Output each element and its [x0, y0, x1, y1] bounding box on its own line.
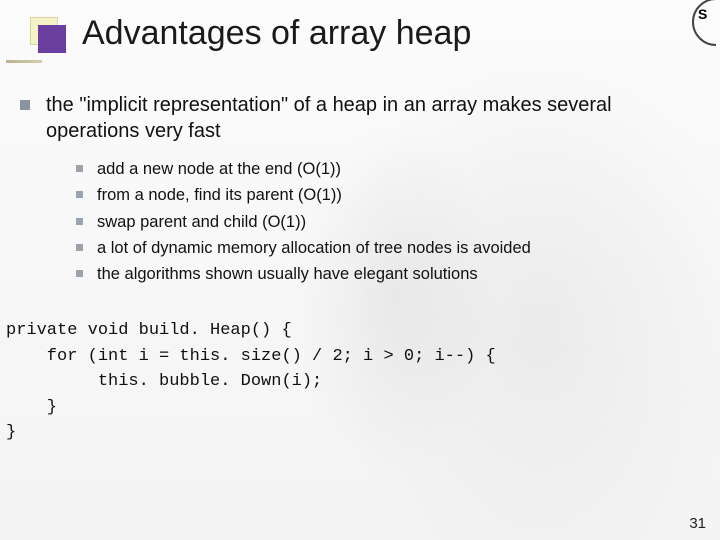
corner-logo: S: [684, 6, 720, 42]
bullet-lvl2: the algorithms shown usually have elegan…: [76, 263, 700, 285]
bullet-square-icon: [76, 244, 83, 251]
code-block: private void build. Heap() { for (int i …: [6, 318, 710, 446]
code-line: this. bubble. Down(i);: [6, 372, 322, 391]
bullet-lvl2: add a new node at the end (O(1)): [76, 158, 700, 180]
bullet-lvl2-text: a lot of dynamic memory allocation of tr…: [97, 237, 531, 259]
page-number: 31: [689, 515, 706, 532]
code-line: }: [6, 423, 16, 442]
bullet-lvl2-text: the algorithms shown usually have elegan…: [97, 263, 478, 285]
bullet-lvl2: a lot of dynamic memory allocation of tr…: [76, 237, 700, 259]
logo-letter: S: [698, 6, 707, 22]
bullet-square-icon: [76, 165, 83, 172]
bullet-lvl2: swap parent and child (O(1)): [76, 211, 700, 233]
bullet-square-icon: [76, 191, 83, 198]
bullet-square-icon: [20, 100, 30, 110]
slide-title: Advantages of array heap: [82, 14, 471, 53]
bullet-square-icon: [76, 218, 83, 225]
bullet-square-icon: [76, 270, 83, 277]
title-accent-icon: [30, 17, 64, 51]
code-line: private void build. Heap() {: [6, 321, 292, 340]
title-rule-shadow: [6, 60, 42, 61]
bullet-lvl2-text: from a node, find its parent (O(1)): [97, 184, 342, 206]
slide-body: the "implicit representation" of a heap …: [20, 92, 700, 289]
sub-bullet-list: add a new node at the end (O(1)) from a …: [76, 158, 700, 285]
bullet-lvl1: the "implicit representation" of a heap …: [20, 92, 700, 144]
bullet-lvl2-text: add a new node at the end (O(1)): [97, 158, 341, 180]
bullet-lvl2: from a node, find its parent (O(1)): [76, 184, 700, 206]
code-line: }: [6, 398, 57, 417]
slide-title-block: Advantages of array heap: [30, 14, 471, 53]
code-line: for (int i = this. size() / 2; i > 0; i-…: [6, 347, 496, 366]
bullet-lvl2-text: swap parent and child (O(1)): [97, 211, 306, 233]
bullet-lvl1-text: the "implicit representation" of a heap …: [46, 92, 700, 144]
